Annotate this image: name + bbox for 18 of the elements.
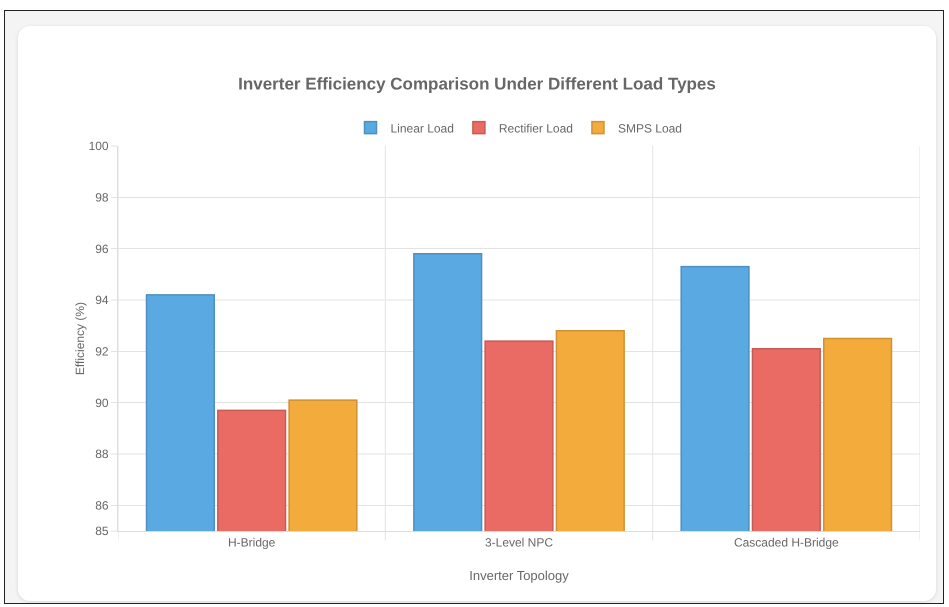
legend-label: Rectifier Load [498,121,573,136]
y-tick-label: 98 [95,190,109,205]
y-tick-label: 88 [95,447,109,462]
x-tick-label: H-Bridge [228,535,276,550]
legend-label: SMPS Load [618,121,682,136]
y-tick-label: 86 [95,498,109,513]
x-axis-title: Inverter Topology [469,568,570,583]
chart-title: Inverter Efficiency Comparison Under Different Load Types [238,74,716,94]
y-tick-label: 100 [88,139,109,154]
y-tick-label: 85 [95,524,109,538]
y-tick-label: 92 [95,344,109,359]
legend-label: Linear Load [390,121,454,136]
y-tick-label: 96 [95,242,109,256]
x-tick-label: 3-Level NPC [484,535,554,550]
x-tick-label: Cascaded H-Bridge [734,535,840,550]
y-axis-title: Efficiency (%) [73,302,87,376]
y-tick-label: 94 [95,293,109,308]
y-tick-label: 90 [95,396,109,410]
